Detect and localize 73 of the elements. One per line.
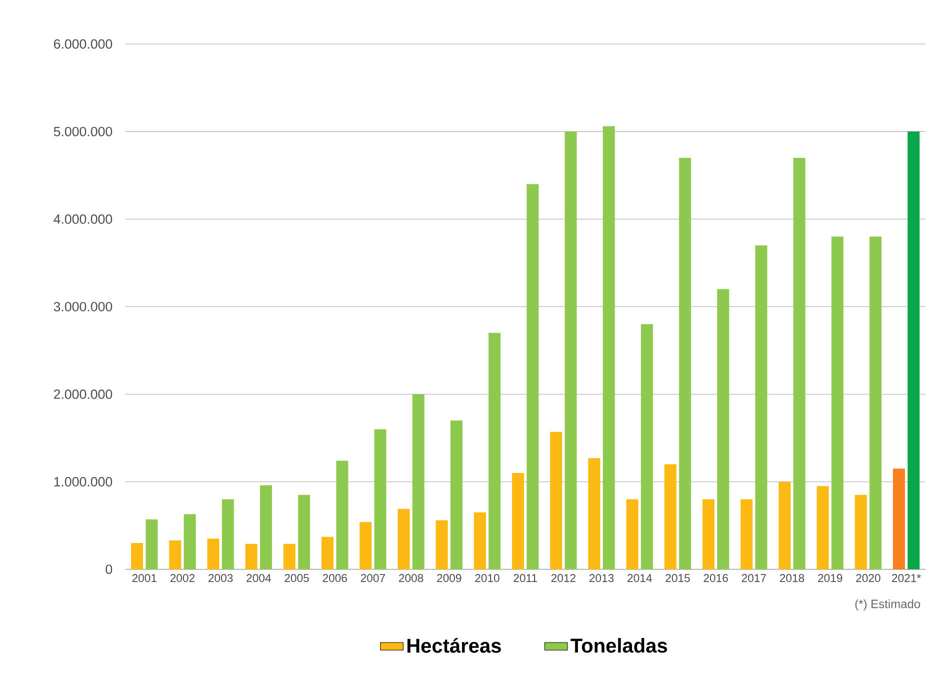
x-tick-label: 2010	[475, 574, 500, 582]
bar	[474, 512, 486, 570]
bar	[778, 482, 791, 570]
legend-label: Toneladas	[570, 638, 667, 653]
text: (*) Estimado	[855, 600, 920, 611]
bar	[602, 126, 615, 570]
x-tick-label: 2017	[742, 574, 766, 582]
bar	[717, 289, 730, 570]
y-tick-label: 0	[106, 564, 112, 574]
bar	[322, 537, 334, 570]
bar	[793, 158, 806, 570]
bar	[550, 432, 562, 570]
x-tick-label: 2005	[284, 574, 309, 582]
legend-label: Hectáreas	[407, 638, 501, 653]
bar	[526, 184, 539, 570]
x-tick-label: 2001	[132, 574, 156, 582]
x-tick-label: 2016	[704, 574, 728, 582]
bar	[222, 499, 234, 570]
x-tick-label: 2014	[628, 574, 652, 582]
bar	[488, 333, 501, 570]
bar	[679, 158, 692, 570]
x-tick-label: 2021*	[892, 574, 921, 582]
bar	[664, 464, 676, 570]
x-tick-label: 2019	[818, 574, 842, 582]
bar	[207, 538, 220, 570]
bar	[260, 485, 272, 570]
bar	[755, 246, 768, 570]
bar	[146, 520, 158, 570]
y-tick-label: 2.000.000	[54, 390, 112, 400]
x-tick-label: 2020	[856, 574, 880, 582]
x-tick-label: 2008	[399, 574, 424, 582]
y-tick-label: 1.000.000	[54, 477, 112, 487]
x-tick-label: 2003	[208, 574, 233, 582]
bar	[245, 544, 258, 570]
y-tick-label: 4.000.000	[54, 214, 112, 224]
bar	[436, 520, 448, 570]
y-tick-label: 3.000.000	[54, 302, 112, 312]
bar	[398, 509, 410, 570]
x-tick-label: 2002	[170, 574, 195, 582]
x-tick-label: 2012	[551, 574, 576, 582]
bar	[512, 473, 524, 570]
bar	[283, 544, 296, 570]
x-tick-label: 2004	[246, 574, 271, 582]
bar	[184, 514, 196, 570]
y-tick-label: 5.000.000	[54, 127, 112, 136]
bar	[360, 522, 372, 570]
bar	[626, 499, 638, 570]
bar	[870, 236, 882, 570]
x-tick-label: 2006	[322, 574, 347, 582]
bar	[412, 394, 424, 570]
bar	[450, 420, 462, 570]
x-tick-label: 2009	[437, 574, 462, 582]
bar	[816, 486, 829, 570]
bar	[640, 324, 653, 570]
bar	[564, 132, 577, 570]
bar	[892, 468, 905, 570]
bar	[298, 495, 310, 570]
bar	[702, 499, 714, 570]
bar	[588, 458, 600, 570]
bar	[908, 132, 920, 570]
x-tick-label: 2018	[780, 574, 804, 582]
bar	[131, 543, 144, 570]
y-tick-label: 6.000.000	[54, 39, 112, 49]
x-tick-label: 2015	[666, 574, 690, 582]
bar	[854, 495, 867, 570]
bar	[374, 429, 386, 570]
x-tick-label: 2013	[589, 574, 614, 582]
x-tick-label: 2007	[360, 574, 385, 582]
bar	[740, 499, 753, 570]
bar	[831, 236, 844, 570]
bar	[169, 540, 182, 570]
x-tick-label: 2011	[514, 574, 537, 582]
bar	[336, 460, 348, 570]
